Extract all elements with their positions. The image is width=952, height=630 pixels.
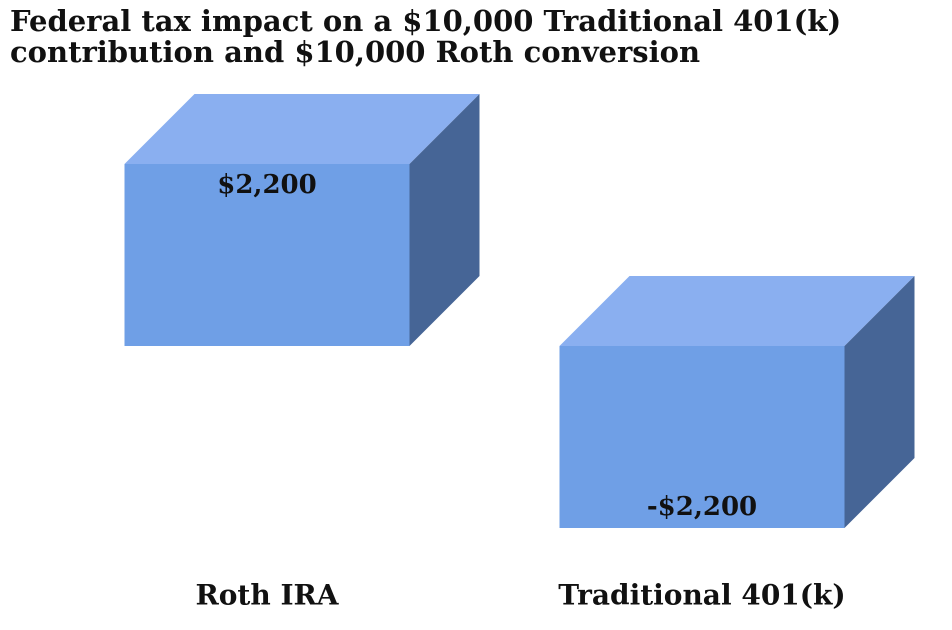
bar-side [409,94,480,346]
x-tick-label: Roth IRA [195,579,339,612]
bar-top [559,276,915,346]
data-label: -$2,200 [647,492,757,522]
bar-top [124,94,480,164]
data-label: $2,200 [217,170,317,200]
bar [124,164,410,346]
chart-title: Federal tax impact on a $10,000 Traditio… [10,4,842,69]
x-tick-label: Traditional 401(k) [558,579,845,612]
bar-side [844,276,915,528]
bar [559,346,845,528]
